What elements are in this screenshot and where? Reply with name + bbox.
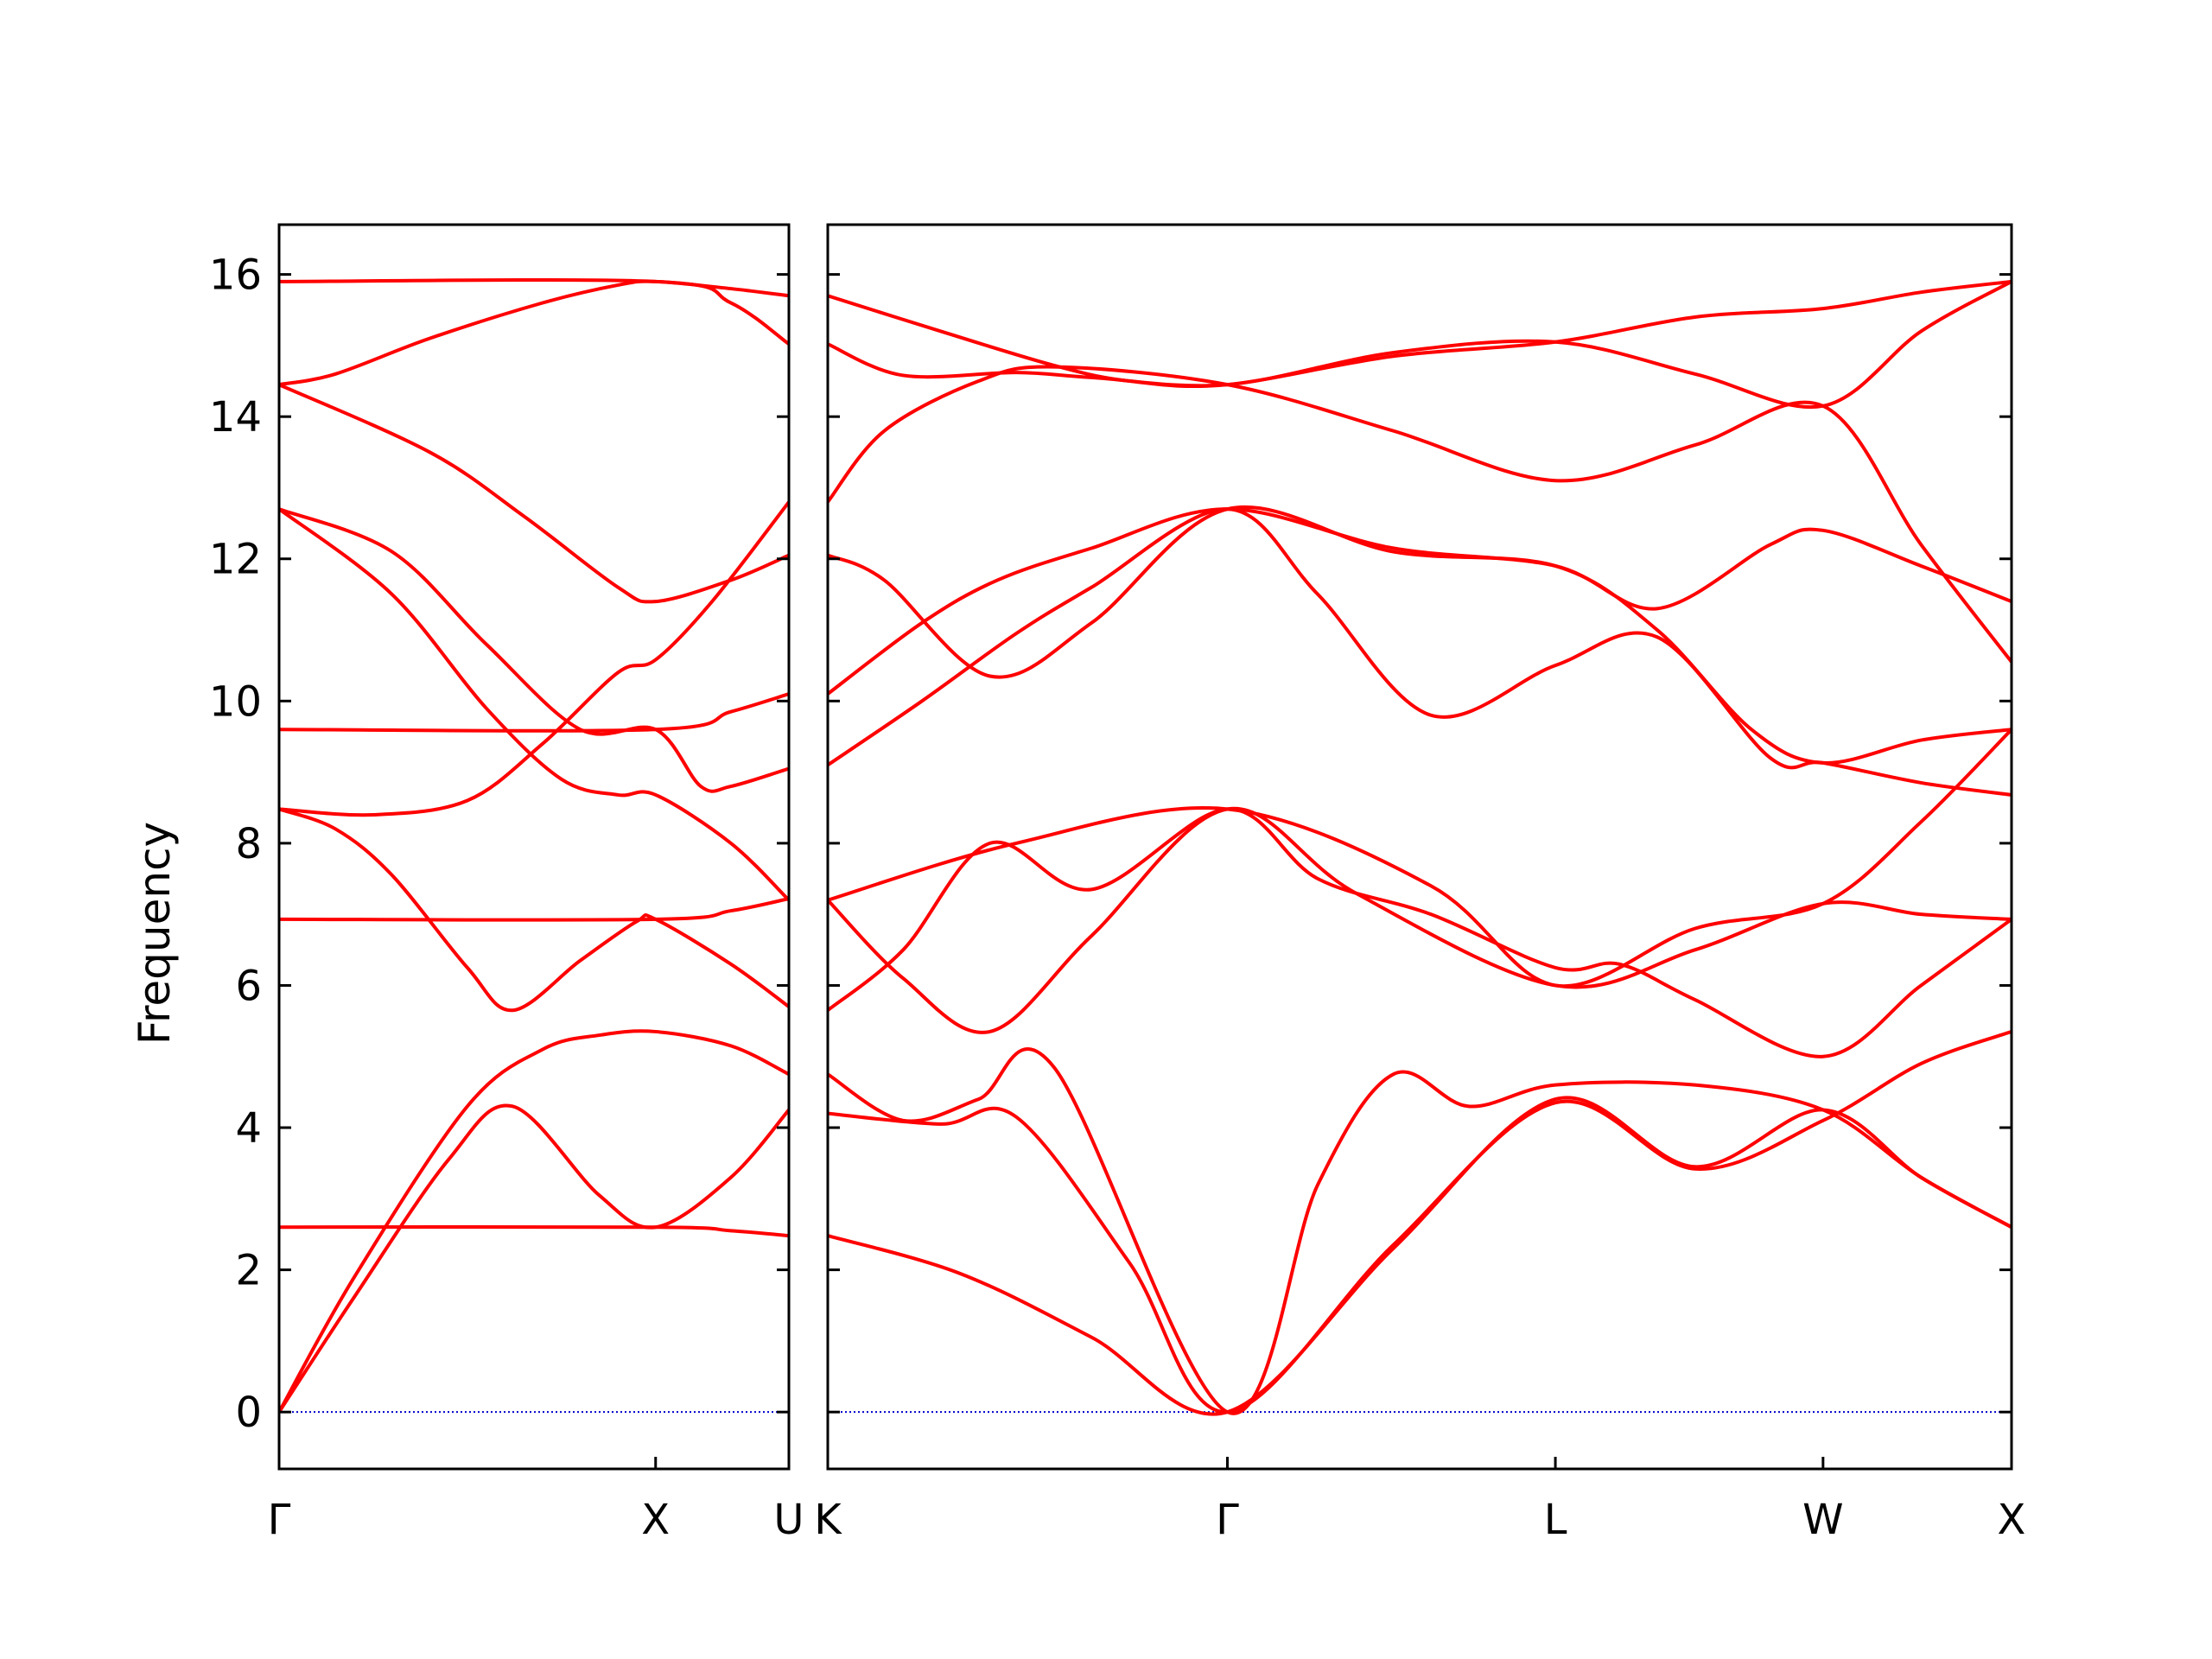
phonon-band-1 — [279, 1103, 789, 1414]
phonon-band-7 — [279, 507, 789, 902]
x-tick-label: U — [773, 1496, 804, 1544]
x-tick-label: W — [1802, 1496, 1843, 1544]
y-tick-label: 2 — [235, 1247, 262, 1295]
phonon-band-1 — [828, 1096, 2012, 1416]
y-tick-label: 16 — [209, 251, 262, 300]
panels: 0 2 4 6 8 10 12 14 16 Γ X U K Γ L W X — [209, 223, 2026, 1544]
y-tick-label: 0 — [235, 1389, 262, 1437]
phonon-band-10 — [279, 383, 789, 604]
phonon-band-12 — [279, 277, 789, 346]
phonon-band-9 — [828, 505, 2012, 765]
phonon-band-9 — [279, 692, 789, 733]
y-tick-label: 12 — [209, 536, 262, 584]
y-tick-label: 10 — [209, 677, 262, 726]
panel-frame — [826, 223, 2013, 1471]
phonon-band-4 — [279, 807, 789, 1013]
phonon-band-5 — [279, 499, 789, 817]
phonon-band-3 — [828, 1047, 2012, 1415]
band-group — [279, 277, 789, 1414]
phonon-band-10 — [828, 365, 2012, 664]
x-tick-label: Γ — [1216, 1496, 1239, 1544]
phonon-band-11 — [828, 279, 2012, 410]
phonon-band-12 — [828, 279, 2012, 389]
x-tick-label: X — [1998, 1496, 2026, 1544]
y-tick-label: 4 — [235, 1104, 262, 1153]
phonon-band-8 — [279, 897, 789, 922]
y-axis-label: Frequency — [130, 822, 180, 1045]
phonon-band-2 — [828, 1029, 2012, 1414]
phonon-band-2 — [279, 1029, 789, 1414]
phonon-band-8 — [828, 507, 2012, 696]
x-tick-label: L — [1544, 1496, 1567, 1544]
y-tick-label: 14 — [209, 393, 262, 442]
y-axis-label-group: Frequency — [130, 822, 180, 1045]
x-tick-label: Γ — [268, 1496, 291, 1544]
phonon-band-3 — [279, 1224, 789, 1238]
panel-frame — [277, 223, 791, 1471]
x-tick-label: X — [641, 1496, 670, 1544]
phonon-band-6 — [828, 728, 2012, 988]
phonon-band-11 — [279, 279, 789, 387]
panel-1: 0 2 4 6 8 10 12 14 16 Γ X U — [209, 223, 804, 1544]
band-group — [828, 279, 2012, 1416]
y-tick-label: 6 — [235, 962, 262, 1010]
phonon-band-5 — [828, 807, 2012, 1058]
y-tick-label: 8 — [235, 820, 262, 868]
x-tick-label: K — [814, 1496, 842, 1544]
